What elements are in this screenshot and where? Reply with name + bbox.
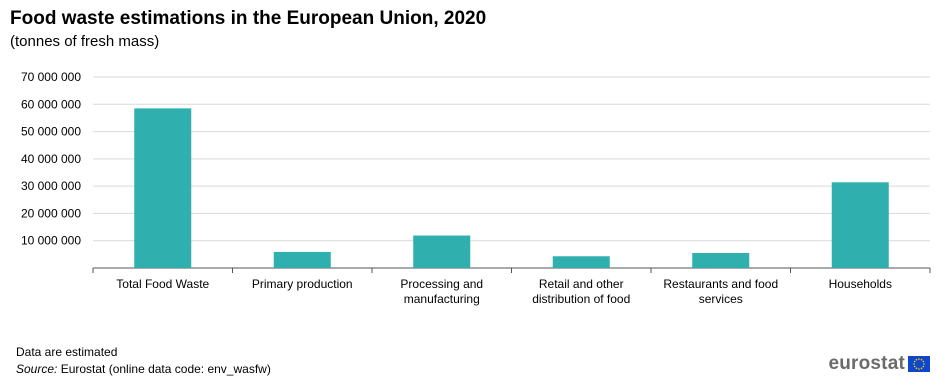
x-tick-label: Restaurants and food services	[663, 277, 778, 306]
source-text: Eurostat (online data code: env_wasfw)	[57, 362, 271, 376]
y-tick-label: 10 000 000	[21, 234, 81, 248]
flag-star	[913, 360, 916, 363]
flag-star	[920, 358, 923, 361]
x-tick-label-line: distribution of food	[532, 292, 630, 306]
y-tick-label: 60 000 000	[21, 97, 81, 111]
x-tick-label-line: services	[699, 292, 743, 306]
flag-star	[922, 365, 925, 368]
y-tick-label: 20 000 000	[21, 206, 81, 220]
bar	[692, 252, 750, 268]
flag-star	[918, 358, 920, 360]
flag-star	[915, 358, 918, 361]
flag-star	[922, 360, 925, 363]
bar	[273, 251, 331, 268]
bar-chart: 10 000 000 20 000 000 30 000 000 40 000 000…	[21, 70, 931, 306]
chart-title: Food waste estimations in the European U…	[10, 8, 487, 29]
flag-star	[923, 363, 925, 365]
x-tick-label-line: Primary production	[252, 277, 353, 291]
x-tick-label-line: Total Food Waste	[116, 277, 209, 291]
flag-star	[915, 367, 918, 370]
y-tick-label: 30 000 000	[21, 179, 81, 193]
bar	[552, 256, 610, 268]
y-tick-label: 40 000 000	[21, 152, 81, 166]
y-tick-label: 70 000 000	[21, 70, 81, 84]
flag-star	[913, 365, 916, 368]
x-tick-label: Processing and manufacturing	[400, 277, 483, 306]
x-tick-label-line: manufacturing	[404, 292, 480, 306]
flag-star	[918, 368, 920, 370]
eurostat-logo: eurostat	[828, 354, 930, 374]
bar	[134, 108, 192, 268]
flag-star	[920, 367, 923, 370]
bar	[831, 182, 889, 268]
x-tick-label-line: Restaurants and food	[663, 277, 778, 291]
x-tick-label: Total Food Waste	[116, 277, 209, 291]
x-tick-label-line: Processing and	[400, 277, 483, 291]
flag-star	[913, 363, 915, 365]
chart-subtitle: (tonnes of fresh mass)	[10, 33, 160, 50]
y-tick-label: 50 000 000	[21, 125, 81, 139]
x-tick-label: Primary production	[252, 277, 353, 291]
eu-flag-icon	[908, 356, 930, 372]
x-tick-label-line: Households	[829, 277, 892, 291]
x-tick-label: Households	[829, 277, 892, 291]
eurostat-wordmark: eurostat	[828, 353, 905, 374]
flag-field	[908, 356, 930, 372]
x-tick-label: Retail and other distribution of food	[532, 277, 630, 306]
bar	[413, 235, 471, 268]
data-note: Data are estimated	[16, 345, 118, 359]
x-tick-label-line: Retail and other	[539, 277, 624, 291]
source-line: Source: Eurostat (online data code: env_…	[16, 362, 271, 376]
source-label: Source:	[16, 362, 58, 376]
